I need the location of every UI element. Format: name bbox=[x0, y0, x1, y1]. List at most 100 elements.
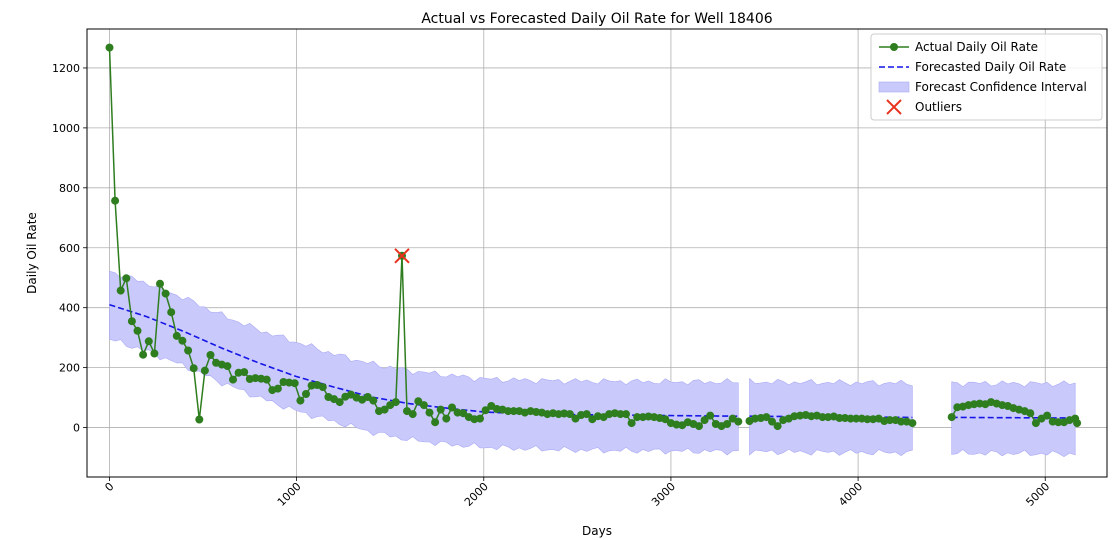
actual-point bbox=[262, 375, 271, 384]
outliers bbox=[394, 248, 410, 264]
actual-point bbox=[695, 422, 703, 431]
actual-point bbox=[139, 350, 148, 359]
actual-point bbox=[1043, 411, 1052, 420]
actual-point bbox=[419, 401, 428, 410]
legend-handle-marker bbox=[890, 43, 898, 51]
actual-point bbox=[481, 406, 490, 415]
actual-point bbox=[442, 414, 451, 423]
actual-point bbox=[616, 410, 625, 419]
actual-point bbox=[773, 422, 782, 431]
actual-point bbox=[425, 408, 434, 417]
plot-frame-border bbox=[86, 28, 1108, 478]
actual-point bbox=[565, 410, 574, 419]
actual-point bbox=[133, 326, 142, 335]
actual-point bbox=[296, 396, 305, 405]
actual-point bbox=[335, 398, 344, 407]
actual-point bbox=[414, 397, 423, 406]
y-axis-label: Daily Oil Rate bbox=[25, 212, 39, 294]
y-tick-label: 1000 bbox=[52, 122, 80, 135]
actual-point bbox=[852, 414, 861, 423]
actual-point bbox=[476, 414, 484, 423]
actual-point bbox=[509, 407, 518, 416]
actual-point bbox=[1054, 418, 1063, 427]
actual-point bbox=[706, 411, 715, 420]
forecast-line bbox=[749, 415, 913, 419]
actual-point bbox=[240, 368, 249, 377]
actual-point bbox=[195, 415, 204, 424]
chart-title: Actual vs Forecasted Daily Oil Rate for … bbox=[421, 11, 772, 27]
x-tick-label: 1000 bbox=[275, 480, 304, 509]
legend: Actual Daily Oil Rate Forecasted Daily Oi… bbox=[870, 33, 1103, 121]
y-tick-label: 400 bbox=[59, 302, 80, 315]
y-tick-label: 0 bbox=[73, 422, 80, 435]
legend-box bbox=[870, 33, 1103, 121]
actual-point bbox=[167, 308, 176, 317]
actual-point bbox=[846, 414, 855, 423]
actual-point bbox=[723, 420, 732, 428]
actual-point bbox=[622, 410, 630, 419]
actual-point bbox=[144, 337, 153, 346]
actual-point bbox=[885, 416, 894, 425]
x-tick-label: 3000 bbox=[649, 480, 678, 509]
outlier-stroke bbox=[394, 248, 410, 264]
actual-point bbox=[223, 362, 232, 371]
actual-point bbox=[582, 410, 591, 419]
legend-label: Actual Daily Oil Rate bbox=[915, 40, 1038, 54]
actual-point bbox=[700, 416, 709, 425]
actual-point bbox=[947, 413, 956, 422]
actual-point bbox=[436, 405, 445, 414]
legend-label: Forecasted Daily Oil Rate bbox=[915, 60, 1066, 74]
actual-point bbox=[835, 414, 844, 422]
legend-label: Forecast Confidence Interval bbox=[915, 80, 1087, 94]
actual-point bbox=[122, 274, 131, 283]
y-axis: 0 200 400 600 800 1000 1200 bbox=[52, 62, 87, 435]
y-tick-label: 200 bbox=[59, 362, 80, 375]
actual-point bbox=[762, 413, 771, 422]
x-axis: 0 1000 2000 3000 4000 5000 bbox=[102, 477, 1052, 509]
actual-point bbox=[391, 398, 400, 407]
legend-handle-patch bbox=[878, 81, 910, 93]
x-axis-label: Days bbox=[582, 524, 612, 538]
confidence-band-segment bbox=[951, 380, 1076, 458]
actual-point bbox=[369, 396, 378, 405]
actual-point bbox=[111, 196, 120, 205]
actual-point bbox=[633, 413, 642, 422]
y-tick-label: 800 bbox=[59, 182, 80, 195]
y-tick-label: 600 bbox=[59, 242, 80, 255]
actual-point bbox=[908, 419, 917, 428]
actual-point bbox=[734, 417, 743, 426]
actual-point bbox=[105, 43, 114, 52]
actual-point bbox=[229, 375, 237, 384]
actual-point bbox=[380, 405, 389, 414]
actual-point bbox=[184, 346, 193, 355]
actual-point bbox=[200, 366, 209, 375]
actual-point bbox=[189, 364, 198, 373]
y-tick-label: 1200 bbox=[52, 62, 80, 75]
forecast-line bbox=[109, 303, 739, 417]
actual-point bbox=[302, 390, 310, 398]
actual-point bbox=[768, 417, 776, 426]
actual-point bbox=[127, 317, 136, 326]
actual-series bbox=[105, 43, 1082, 431]
legend-handle-x bbox=[886, 99, 902, 115]
actual-point bbox=[863, 415, 872, 424]
x-tick-label: 5000 bbox=[1023, 480, 1052, 509]
actual-point bbox=[290, 379, 299, 388]
actual-point bbox=[1073, 419, 1082, 428]
actual-point bbox=[818, 413, 827, 422]
actual-point bbox=[1031, 419, 1040, 428]
actual-point bbox=[661, 415, 670, 424]
actual-point bbox=[206, 351, 215, 359]
actual-point bbox=[178, 336, 187, 345]
actual-point bbox=[161, 289, 170, 298]
actual-point bbox=[172, 331, 181, 340]
outlier-marker bbox=[394, 248, 410, 264]
actual-point bbox=[318, 383, 327, 392]
actual-point bbox=[273, 384, 282, 393]
actual-point bbox=[459, 409, 468, 418]
actual-point bbox=[504, 407, 513, 416]
legend-label: Outliers bbox=[915, 100, 962, 114]
actual-point bbox=[448, 403, 456, 412]
actual-point bbox=[627, 419, 636, 428]
